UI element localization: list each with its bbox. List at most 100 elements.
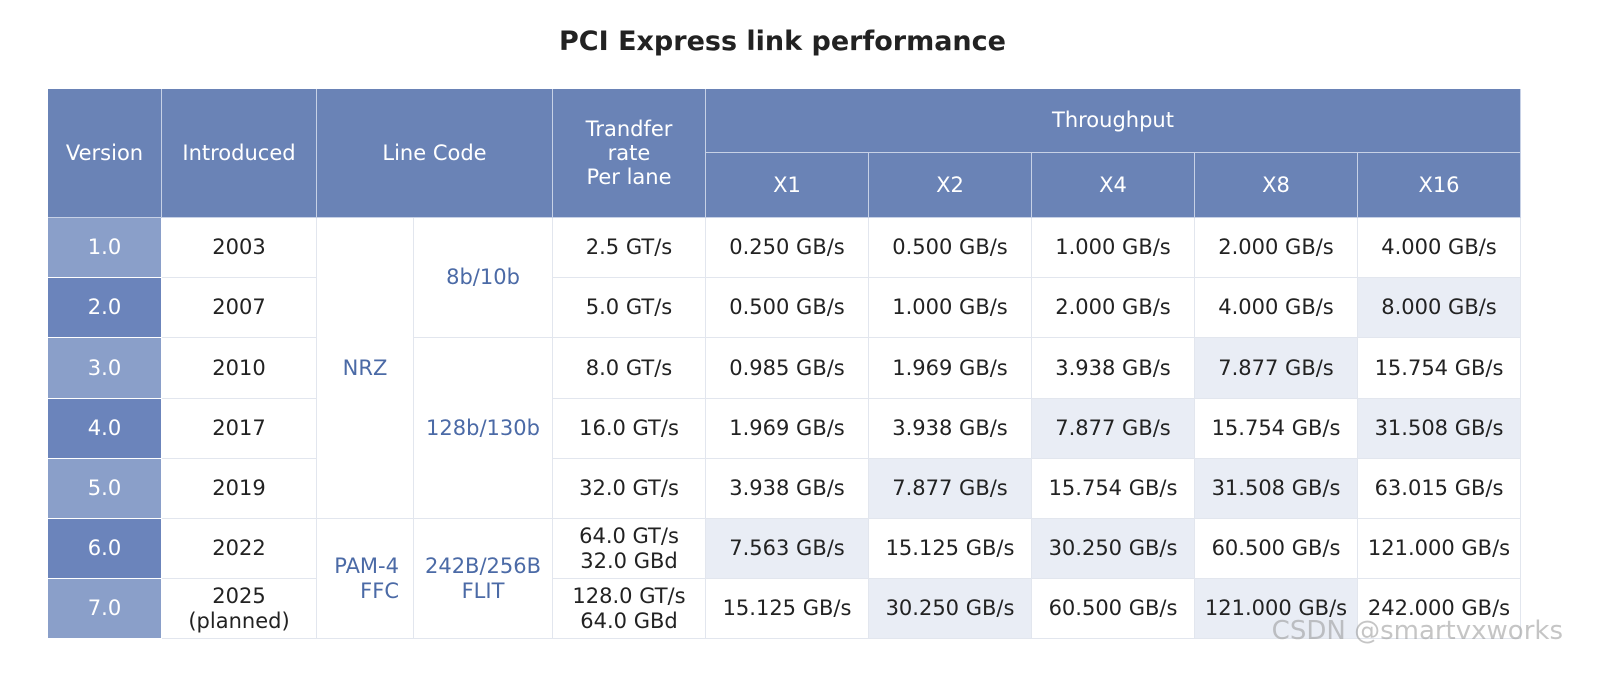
version-cell: 3.0	[48, 338, 162, 399]
throughput-cell: 7.877 GB/s	[869, 459, 1032, 519]
cell-text: 2.000 GB/s	[1055, 295, 1171, 320]
cell-text: 30.250 GB/s	[1048, 536, 1178, 561]
cell-text: 15.754 GB/s	[1048, 476, 1178, 501]
transfer-rate-cell: 8.0 GT/s	[553, 338, 706, 399]
cell-text: Introduced	[182, 140, 296, 165]
cell-text: 0.250 GB/s	[729, 235, 845, 260]
cell-text: 1.969 GB/s	[892, 355, 1008, 380]
cell-text: 3.938 GB/s	[729, 476, 845, 501]
throughput-cell: 7.877 GB/s	[1195, 338, 1358, 399]
throughput-cell: 60.500 GB/s	[1032, 579, 1195, 639]
throughput-cell: 15.125 GB/s	[869, 519, 1032, 579]
cell-text: 8.000 GB/s	[1381, 295, 1497, 320]
header-cell: X2	[869, 153, 1032, 218]
cell-text: 2019	[212, 476, 266, 501]
cell-text: X2	[936, 172, 964, 197]
cell-text: 5.0	[87, 476, 122, 501]
throughput-cell: 3.938 GB/s	[869, 399, 1032, 459]
cell-text: 32.0 GT/s	[579, 476, 679, 501]
cell-text: X4	[1099, 172, 1127, 197]
cell-text: 8.0 GT/s	[585, 355, 673, 380]
cell-text: 15.754 GB/s	[1374, 355, 1504, 380]
throughput-cell: 15.754 GB/s	[1358, 338, 1521, 399]
throughput-cell: 1.000 GB/s	[1032, 218, 1195, 278]
cell-text: 128b/130b	[426, 415, 540, 440]
cell-text: 242.000 GB/s	[1367, 596, 1511, 621]
throughput-cell: 30.250 GB/s	[1032, 519, 1195, 579]
cell-text: 128.0 GT/s	[572, 584, 686, 609]
cell-text: FLIT	[461, 578, 505, 603]
cell-text: 30.250 GB/s	[885, 596, 1015, 621]
cell-text: 2.000 GB/s	[1218, 235, 1334, 260]
cell-text: 64.0 GT/s	[579, 524, 679, 549]
introduced-cell: 2017	[162, 399, 317, 459]
cell-text: 242B/256B	[424, 554, 542, 579]
throughput-cell: 1.000 GB/s	[869, 278, 1032, 338]
cell-text: 31.508 GB/s	[1211, 476, 1341, 501]
introduced-cell: 2025 (planned)	[162, 579, 317, 639]
cell-text: 2017	[212, 416, 266, 441]
header-cell: X16	[1358, 153, 1521, 218]
cell-text: Per lane	[586, 165, 672, 190]
cell-text: 121.000 GB/s	[1367, 536, 1511, 561]
throughput-cell: 4.000 GB/s	[1358, 218, 1521, 278]
cell-text: 31.508 GB/s	[1374, 416, 1504, 441]
cell-text: 2.5 GT/s	[585, 235, 673, 260]
cell-text: PAM-4	[334, 554, 399, 579]
cell-text: X16	[1418, 172, 1460, 197]
header-cell: X1	[706, 153, 869, 218]
throughput-cell: 3.938 GB/s	[1032, 338, 1195, 399]
throughput-cell: 0.500 GB/s	[706, 278, 869, 338]
cell-text: Line Code	[382, 140, 487, 165]
throughput-cell: 0.250 GB/s	[706, 218, 869, 278]
version-cell: 7.0	[48, 579, 162, 639]
cell-text: 2.0	[87, 295, 122, 320]
cell-text: 3.938 GB/s	[1055, 355, 1171, 380]
header-cell: Introduced	[162, 89, 317, 218]
cell-text: 2022	[212, 536, 266, 561]
cell-text: 4.000 GB/s	[1218, 295, 1334, 320]
version-cell: 6.0	[48, 519, 162, 579]
cell-text: 7.877 GB/s	[892, 476, 1008, 501]
introduced-cell: 2007	[162, 278, 317, 338]
throughput-cell: 15.754 GB/s	[1032, 459, 1195, 519]
cell-text: 64.0 GBd	[580, 608, 678, 633]
version-cell: 5.0	[48, 459, 162, 519]
transfer-rate-cell: 2.5 GT/s	[553, 218, 706, 278]
transfer-rate-cell: 128.0 GT/s 64.0 GBd	[553, 579, 706, 639]
table-title: PCI Express link performance	[559, 26, 1006, 57]
cell-text: 2003	[212, 235, 266, 260]
cell-text: 4.0	[87, 416, 122, 441]
throughput-cell: 121.000 GB/s	[1195, 579, 1358, 639]
cell-text: 7.877 GB/s	[1218, 355, 1334, 380]
cell-text: X1	[773, 172, 801, 197]
transfer-rate-cell: 32.0 GT/s	[553, 459, 706, 519]
encoding-cell: 128b/130b	[414, 338, 553, 519]
throughput-cell: 7.563 GB/s	[706, 519, 869, 579]
version-cell: 1.0	[48, 218, 162, 278]
header-cell: X4	[1032, 153, 1195, 218]
cell-text: 15.754 GB/s	[1211, 416, 1341, 441]
throughput-cell: 121.000 GB/s	[1358, 519, 1521, 579]
cell-text: FFC	[360, 578, 399, 603]
cell-text: rate	[607, 140, 651, 165]
cell-text: Version	[65, 140, 144, 165]
cell-text: 2007	[212, 295, 266, 320]
cell-text: 16.0 GT/s	[579, 416, 679, 441]
cell-text: 3.0	[87, 355, 122, 380]
cell-text: 7.0	[87, 596, 122, 621]
header-cell: Trandfer rate Per lane	[553, 89, 706, 218]
throughput-cell: 0.500 GB/s	[869, 218, 1032, 278]
cell-text: NRZ	[342, 355, 388, 380]
introduced-cell: 2019	[162, 459, 317, 519]
header-cell: Throughput	[706, 89, 1521, 153]
throughput-cell: 60.500 GB/s	[1195, 519, 1358, 579]
throughput-cell: 30.250 GB/s	[869, 579, 1032, 639]
throughput-cell: 31.508 GB/s	[1195, 459, 1358, 519]
header-cell: Version	[48, 89, 162, 218]
cell-text: 8b/10b	[446, 265, 520, 290]
cell-text: 1.969 GB/s	[729, 416, 845, 441]
cell-text: 0.985 GB/s	[729, 355, 845, 380]
throughput-cell: 1.969 GB/s	[706, 399, 869, 459]
